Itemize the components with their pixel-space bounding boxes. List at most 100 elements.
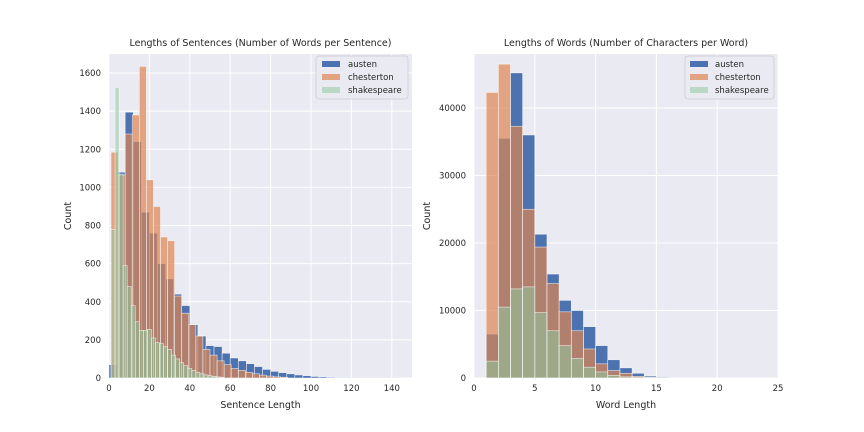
bar-shakespeare xyxy=(199,373,205,379)
legend-swatch-chesterton xyxy=(322,74,340,80)
bar-shakespeare xyxy=(187,368,193,379)
bar-shakespeare xyxy=(619,376,633,379)
legend-swatch-chesterton xyxy=(690,74,708,80)
legend-label-chesterton: chesterton xyxy=(348,73,394,83)
bar-chesterton xyxy=(259,374,267,379)
bar-austen xyxy=(318,376,328,379)
bar-shakespeare xyxy=(510,288,523,379)
chart-title: Lengths of Sentences (Number of Words pe… xyxy=(130,38,392,49)
legend-swatch-austen xyxy=(690,61,708,67)
x-tick-label: 5 xyxy=(532,384,537,394)
x-tick-label: 10 xyxy=(590,384,601,394)
y-tick-label: 30000 xyxy=(439,172,466,182)
bar-chesterton xyxy=(216,360,225,379)
bar-shakespeare xyxy=(147,329,152,379)
y-tick-label: 1200 xyxy=(79,145,101,155)
axis-ticks: 0 20 40 60 80 100 120 1400200400600800100012001… xyxy=(79,69,400,394)
legend: austen chesterton shakespeare xyxy=(315,55,409,100)
bar-shakespeare xyxy=(126,286,132,379)
x-tick-label: 20 xyxy=(712,384,723,394)
bar-chesterton xyxy=(252,373,260,379)
bar-shakespeare xyxy=(583,366,596,379)
bar-austen xyxy=(334,377,344,379)
bar-chesterton xyxy=(245,371,253,379)
bar-chesterton xyxy=(223,364,232,379)
legend-label-austen: austen xyxy=(348,60,377,70)
bar-chesterton xyxy=(209,354,218,379)
bar-shakespeare xyxy=(219,376,225,379)
bar-shakespeare xyxy=(114,87,120,379)
bar-chesterton xyxy=(485,92,499,379)
chart-title: Lengths of Words (Number of Characters p… xyxy=(504,38,748,49)
bar-austen xyxy=(310,376,320,379)
y-tick-label: 40000 xyxy=(439,104,466,114)
y-tick-label: 10000 xyxy=(439,307,466,317)
bar-shakespeare xyxy=(134,321,140,379)
bar-chesterton xyxy=(230,368,239,379)
bar-chesterton xyxy=(280,376,289,379)
bar-shakespeare xyxy=(139,330,144,379)
x-axis-label: Sentence Length xyxy=(220,400,300,411)
x-tick-label: 40 xyxy=(184,384,195,394)
bar-shakespeare xyxy=(207,375,213,379)
bar-austen xyxy=(656,377,669,379)
bar-austen xyxy=(326,376,336,379)
y-tick-label: 600 xyxy=(85,260,101,270)
bar-chesterton xyxy=(237,370,246,379)
x-tick-label: 60 xyxy=(225,384,236,394)
bar-chesterton xyxy=(273,376,282,379)
y-axis-label: Count xyxy=(63,202,74,230)
bar-shakespeare xyxy=(163,346,168,379)
sentence-length-chart: 0 20 40 60 80 100 120 1400200400600800100012001… xyxy=(63,38,412,411)
x-tick-label: 80 xyxy=(265,384,276,394)
axis-ticks: 0 5 10 15 20 25 0 10000 20000 30000 40000 xyxy=(439,104,783,394)
bar-shakespeare xyxy=(570,358,584,379)
bar-chesterton xyxy=(643,377,657,379)
bar-shakespeare xyxy=(203,374,209,379)
y-tick-label: 1400 xyxy=(79,107,101,117)
bar-shakespeare xyxy=(171,354,176,379)
bar-shakespeare xyxy=(179,362,185,379)
bar-shakespeare xyxy=(534,312,548,379)
bar-shakespeare xyxy=(485,360,499,379)
bar-shakespeare xyxy=(546,330,560,379)
bar-austen xyxy=(302,375,312,379)
x-tick-label: 100 xyxy=(303,384,319,394)
y-tick-label: 20000 xyxy=(439,239,466,249)
bar-shakespeare xyxy=(159,343,164,379)
y-axis-label: Count xyxy=(422,202,433,230)
word-length-chart: 0 5 10 15 20 25 0 10000 20000 30000 40000 Lengths … xyxy=(422,38,783,411)
legend-swatch-shakespeare xyxy=(690,87,708,93)
x-tick-label: 25 xyxy=(773,384,784,394)
bar-shakespeare xyxy=(110,229,116,379)
x-axis-label: Word Length xyxy=(596,400,656,411)
y-tick-label: 1600 xyxy=(79,69,101,79)
y-tick-label: 0 xyxy=(461,374,466,384)
legend-swatch-austen xyxy=(322,61,340,67)
histogram-bars xyxy=(485,63,669,379)
legend-label-shakespeare: shakespeare xyxy=(348,86,402,96)
bar-chesterton xyxy=(195,335,204,379)
legend-label-shakespeare: shakespeare xyxy=(715,86,769,96)
bar-shakespeare xyxy=(607,374,621,379)
bar-shakespeare xyxy=(183,365,189,379)
bar-chesterton xyxy=(266,375,274,379)
bar-shakespeare xyxy=(130,305,136,379)
bar-shakespeare xyxy=(522,286,536,379)
bar-shakespeare xyxy=(118,173,124,379)
bar-shakespeare xyxy=(175,358,181,379)
bar-shakespeare xyxy=(151,337,156,379)
bar-austen xyxy=(294,374,304,379)
bar-shakespeare xyxy=(211,375,217,379)
histogram-bars xyxy=(108,66,401,379)
x-tick-label: 120 xyxy=(343,384,359,394)
bar-shakespeare xyxy=(195,371,201,379)
y-tick-label: 1000 xyxy=(79,183,101,193)
bar-shakespeare xyxy=(167,349,172,379)
x-tick-label: 15 xyxy=(651,384,662,394)
bar-shakespeare xyxy=(215,376,221,379)
bar-shakespeare xyxy=(143,330,148,379)
x-tick-label: 0 xyxy=(106,384,111,394)
y-tick-label: 800 xyxy=(85,222,101,232)
legend: austen chesterton shakespeare xyxy=(684,55,775,100)
